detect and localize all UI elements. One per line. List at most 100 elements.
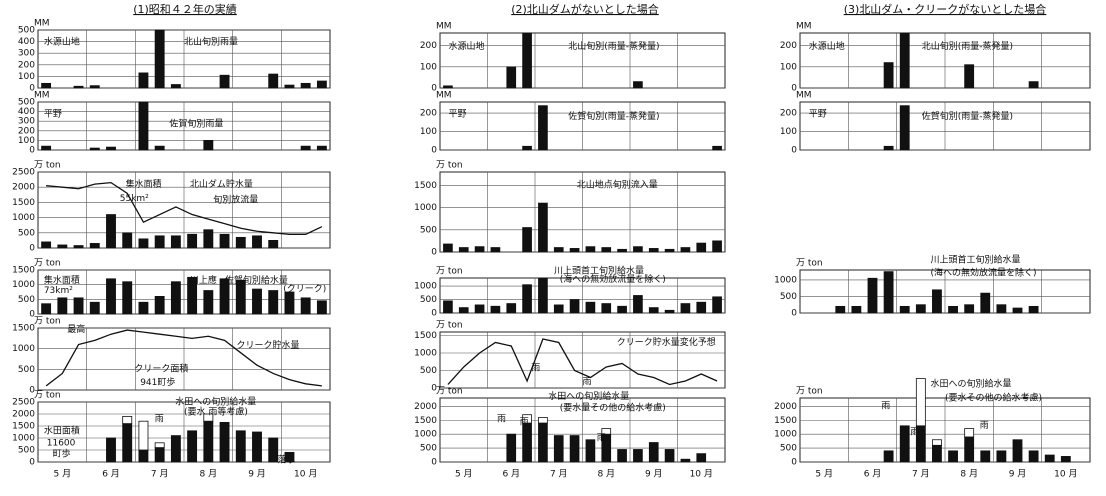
y-tick-label: 500 bbox=[780, 444, 797, 454]
bar bbox=[835, 305, 846, 314]
bar bbox=[883, 450, 894, 463]
y-tick-label: 400 bbox=[18, 107, 35, 117]
bar bbox=[506, 303, 517, 314]
y-tick-label: 200 bbox=[420, 41, 437, 51]
bar bbox=[122, 232, 133, 249]
annotation: 雨 bbox=[531, 362, 540, 373]
bar bbox=[219, 233, 230, 249]
bar bbox=[57, 244, 68, 249]
annotation: (クリーク) bbox=[283, 284, 326, 295]
y-tick-label: 1500 bbox=[414, 416, 437, 426]
bar bbox=[899, 32, 910, 89]
column-title: (3)北山ダム・クリークがないとした場合 bbox=[844, 2, 1047, 16]
bar bbox=[106, 278, 116, 315]
y-tick-label: 2000 bbox=[414, 402, 437, 412]
bar bbox=[490, 247, 501, 253]
bar bbox=[1060, 456, 1071, 463]
y-axis-label: 万 ton bbox=[436, 387, 463, 397]
annotation: 佐賀旬別(雨量-蒸発量) bbox=[568, 110, 659, 122]
y-tick-label: 200 bbox=[420, 109, 437, 119]
bar bbox=[617, 248, 627, 253]
bar bbox=[883, 62, 894, 89]
bar bbox=[474, 246, 485, 253]
y-tick-label: 500 bbox=[420, 366, 437, 376]
annotation: 雨 bbox=[910, 426, 919, 437]
bar bbox=[154, 295, 165, 315]
bar bbox=[915, 304, 926, 314]
bar bbox=[187, 276, 198, 315]
y-tick-label: 0 bbox=[791, 309, 797, 319]
y-tick-label: 100 bbox=[780, 62, 797, 72]
y-tick-label: 2500 bbox=[12, 168, 35, 178]
annotation: 北山旬別雨量 bbox=[184, 35, 238, 47]
annotation: 雨 bbox=[155, 414, 164, 425]
bar bbox=[138, 449, 149, 463]
x-tick-label: 7 月 bbox=[912, 469, 930, 480]
bar bbox=[522, 422, 532, 463]
bar bbox=[443, 243, 453, 253]
y-tick-label: 200 bbox=[780, 109, 797, 119]
bar bbox=[899, 105, 910, 151]
y-tick-label: 0 bbox=[791, 146, 797, 156]
bar bbox=[664, 309, 675, 314]
y-axis-label: 万 ton bbox=[796, 387, 823, 397]
y-axis-label: MM bbox=[436, 91, 452, 101]
bar bbox=[235, 236, 246, 249]
bar bbox=[122, 281, 133, 315]
y-tick-label: 500 bbox=[18, 228, 35, 238]
annotation: 集水面積 bbox=[126, 178, 162, 190]
bar bbox=[138, 72, 149, 89]
bar bbox=[316, 145, 327, 151]
bar bbox=[585, 301, 596, 314]
x-tick-label: 8 月 bbox=[597, 469, 615, 480]
y-tick-label: 1000 bbox=[12, 344, 35, 354]
bar bbox=[932, 444, 942, 463]
bar bbox=[268, 437, 279, 463]
x-tick-label: 5 月 bbox=[815, 469, 833, 480]
annotation: 水田への旬別給水量 bbox=[548, 390, 629, 402]
bar bbox=[915, 378, 926, 427]
bar bbox=[522, 227, 532, 253]
bar bbox=[712, 296, 722, 314]
bar bbox=[73, 297, 84, 315]
annotation: 73km² bbox=[44, 286, 73, 296]
bar bbox=[851, 305, 862, 314]
y-tick-label: 0 bbox=[29, 146, 35, 156]
x-tick-label: 10 月 bbox=[690, 469, 713, 480]
y-tick-label: 1500 bbox=[774, 416, 797, 426]
y-tick-label: 400 bbox=[18, 37, 35, 47]
bar bbox=[41, 145, 52, 151]
column-title: (1)昭和４２年の実績 bbox=[133, 2, 237, 16]
bar bbox=[996, 450, 1007, 463]
y-tick-label: 500 bbox=[420, 295, 437, 305]
bar bbox=[443, 85, 453, 89]
y-tick-label: 0 bbox=[431, 84, 437, 94]
bar bbox=[553, 304, 564, 314]
y-tick-label: 500 bbox=[420, 225, 437, 235]
annotation: クリーク面積 bbox=[134, 362, 188, 374]
annotation: 水田への旬別給水量 bbox=[175, 396, 256, 408]
bar bbox=[633, 295, 643, 314]
bar bbox=[458, 307, 469, 314]
bar bbox=[569, 248, 580, 253]
y-tick-label: 1500 bbox=[414, 331, 437, 341]
x-tick-label: 5 月 bbox=[455, 469, 473, 480]
y-tick-label: 0 bbox=[431, 458, 437, 468]
y-tick-label: 1000 bbox=[414, 349, 437, 359]
y-tick-label: 0 bbox=[29, 458, 35, 468]
y-tick-label: 1500 bbox=[414, 181, 437, 191]
bar bbox=[948, 305, 958, 314]
bar bbox=[73, 85, 84, 89]
annotation: 11600 bbox=[47, 439, 76, 449]
y-tick-label: 1500 bbox=[12, 324, 35, 334]
bar bbox=[138, 301, 149, 315]
bar bbox=[522, 32, 532, 89]
bar bbox=[648, 307, 659, 314]
bar bbox=[633, 81, 643, 89]
bar bbox=[867, 277, 878, 314]
y-axis-label: 万 ton bbox=[436, 267, 463, 277]
x-tick-label: 6 月 bbox=[864, 469, 882, 480]
annotation: 川上頭首工旬別給水量 bbox=[931, 253, 1021, 265]
annotation: 佐賀旬別(雨量-蒸発量) bbox=[922, 110, 1013, 122]
bar bbox=[73, 245, 84, 249]
